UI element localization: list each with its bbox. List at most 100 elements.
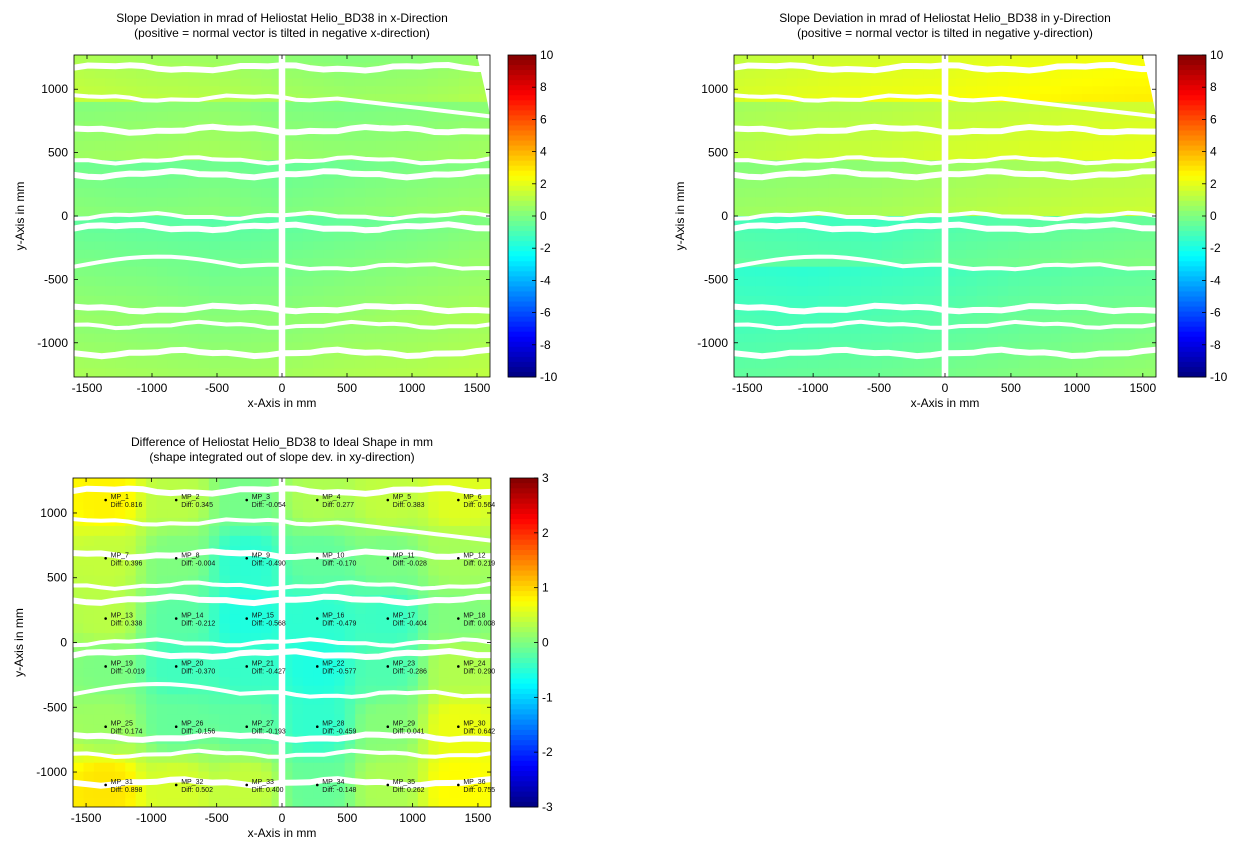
heatmap-cell <box>1103 55 1115 64</box>
heatmap-cell <box>892 258 904 268</box>
heatmap-cell <box>871 188 883 199</box>
heatmap-cell <box>438 224 449 234</box>
heatmap-cell <box>470 677 482 687</box>
heatmap-cell <box>860 359 872 369</box>
heatmap-cell <box>744 78 756 87</box>
heatmap-cell <box>292 131 304 142</box>
measurement-point-name: MP_11 <box>393 552 415 559</box>
heatmap-cell <box>1092 86 1104 95</box>
heatmap-cell <box>376 585 388 596</box>
heatmap-cell <box>1018 249 1030 259</box>
heatmap-cell <box>459 642 471 652</box>
heatmap-cell <box>871 241 883 251</box>
heatmap-cell <box>860 197 872 208</box>
heatmap-cell <box>323 325 335 335</box>
heatmap-cell <box>261 249 273 259</box>
heatmap-cell <box>987 206 999 217</box>
heatmap-cell <box>407 677 419 687</box>
heatmap-cell <box>93 704 105 715</box>
heatmap-cell <box>427 224 439 234</box>
heatmap-cell <box>282 342 293 352</box>
heatmap-cell <box>125 545 137 557</box>
heatmap-cell <box>198 188 210 199</box>
heatmap-cell <box>250 743 262 755</box>
heatmap-cell <box>807 121 819 132</box>
heatmap-cell <box>282 276 293 287</box>
measurement-point-marker <box>174 783 178 787</box>
heatmap-cell <box>934 206 946 217</box>
heatmap-cell <box>1103 160 1115 171</box>
heatmap-cell <box>755 368 767 377</box>
heatmap-cell <box>955 121 967 132</box>
heatmap-cell <box>355 753 367 764</box>
heatmap-cell <box>407 565 419 577</box>
heatmap-cell <box>449 604 461 615</box>
heatmap-cell <box>323 623 335 634</box>
heatmap-cell <box>987 295 999 307</box>
heatmap-cell <box>84 315 96 326</box>
heatmap-cell <box>83 535 95 547</box>
heatmap-cell <box>871 368 883 377</box>
heatmap-cell <box>1061 276 1073 287</box>
heatmap-cell <box>209 249 221 259</box>
heatmap-cell <box>396 305 408 316</box>
heatmap-cell <box>470 623 482 634</box>
heatmap-cell <box>776 121 788 132</box>
heatmap-cell <box>261 305 273 316</box>
heatmap-cell <box>271 206 283 217</box>
heatmap-cell <box>219 623 231 634</box>
heatmap-cell <box>375 266 387 278</box>
heatmap-cell <box>271 525 283 537</box>
heatmap-cell <box>892 55 904 64</box>
heatmap-cell <box>807 286 819 297</box>
heatmap-cell <box>1039 315 1052 326</box>
heatmap-cell <box>913 333 925 343</box>
heatmap-cell <box>1134 94 1147 103</box>
heatmap-cell <box>396 704 408 715</box>
heatmap-cell <box>428 659 440 670</box>
heatmap-cell <box>376 604 388 615</box>
heatmap-cell <box>261 342 273 352</box>
heatmap-cell <box>1071 286 1083 297</box>
heatmap-cell <box>765 197 777 208</box>
heatmap-cell <box>386 140 397 152</box>
heatmap-cell <box>966 266 978 278</box>
heatmap-cell <box>261 642 273 652</box>
heatmap-cell <box>198 525 210 537</box>
heatmap-cell <box>1039 333 1052 343</box>
y-tick-label: 500 <box>708 146 728 160</box>
heatmap-cell <box>282 614 294 625</box>
heatmap-cell <box>469 295 481 307</box>
heatmap-cell <box>114 704 126 715</box>
heatmap-cell <box>313 525 325 537</box>
heatmap-cell <box>470 694 482 705</box>
heatmap-cell <box>734 315 746 326</box>
heatmap-cell <box>807 78 819 87</box>
heatmap-cell <box>386 493 398 503</box>
heatmap-cell <box>406 216 418 226</box>
heatmap-cell <box>167 169 179 180</box>
heatmap-cell <box>1061 359 1073 369</box>
colorbar-tick-label: -1 <box>542 690 553 704</box>
colorbar-segment <box>510 652 538 659</box>
heatmap-cell <box>955 286 967 297</box>
heatmap-cell <box>178 232 189 242</box>
heatmap-cell <box>240 535 252 547</box>
colorbar-segment <box>510 508 538 515</box>
heatmap-cell <box>1113 342 1125 352</box>
heatmap-cell <box>261 771 273 782</box>
heatmap-cell <box>881 249 893 259</box>
heatmap-cell <box>997 160 1009 171</box>
heatmap-cell <box>334 743 346 755</box>
heatmap-cell <box>945 86 957 95</box>
heatmap-cell <box>797 131 809 142</box>
heatmap-cell <box>198 734 210 745</box>
heatmap-cell <box>438 295 449 307</box>
colorbar-segment <box>508 175 536 182</box>
heatmap-cell <box>209 140 221 152</box>
heatmap-cell <box>188 101 200 113</box>
chart-panel-3: Difference of Heliostat Helio_BD38 to Id… <box>12 435 553 840</box>
heatmap-cell <box>177 633 189 644</box>
heatmap-cell <box>271 545 283 557</box>
heatmap-cell <box>776 359 788 369</box>
